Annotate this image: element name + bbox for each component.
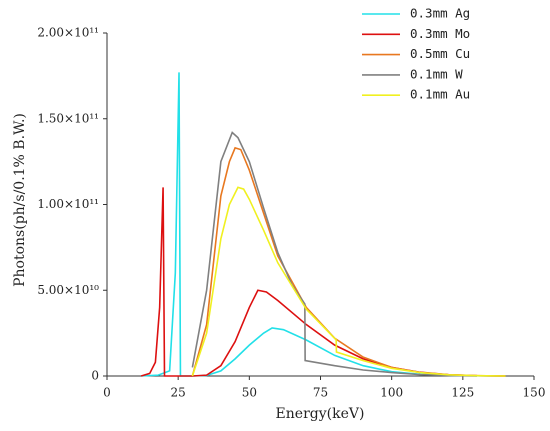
y-tick-label: 1.50×10¹¹ bbox=[37, 111, 99, 125]
x-tick-label: 150 bbox=[523, 386, 546, 400]
legend-label: 0.1mm Au bbox=[410, 87, 470, 102]
x-tick-label: 125 bbox=[451, 386, 474, 400]
y-tick-label: 5.00×10¹⁰ bbox=[37, 283, 99, 297]
y-tick-label: 2.00×10¹¹ bbox=[37, 26, 99, 40]
x-tick-label: 100 bbox=[380, 386, 403, 400]
series-line bbox=[191, 186, 506, 377]
legend-label: 0.1mm W bbox=[410, 66, 463, 81]
x-tick-label: 25 bbox=[171, 386, 186, 400]
legend-label: 0.5mm Cu bbox=[410, 46, 470, 61]
series-line bbox=[141, 72, 506, 377]
legend-label: 0.3mm Ag bbox=[410, 6, 470, 21]
x-axis-label: Energy(keV) bbox=[276, 406, 365, 422]
y-tick-label: 1.00×10¹¹ bbox=[37, 197, 99, 211]
x-tick-label: 50 bbox=[242, 386, 257, 400]
y-axis-label: Photons(ph/s/0.1% B.W.) bbox=[12, 113, 28, 287]
x-tick-label: 0 bbox=[103, 386, 111, 400]
y-tick-label: 0 bbox=[91, 369, 99, 383]
legend-label: 0.3mm Mo bbox=[410, 26, 470, 41]
series-line bbox=[191, 146, 506, 377]
x-tick-label: 75 bbox=[313, 386, 328, 400]
